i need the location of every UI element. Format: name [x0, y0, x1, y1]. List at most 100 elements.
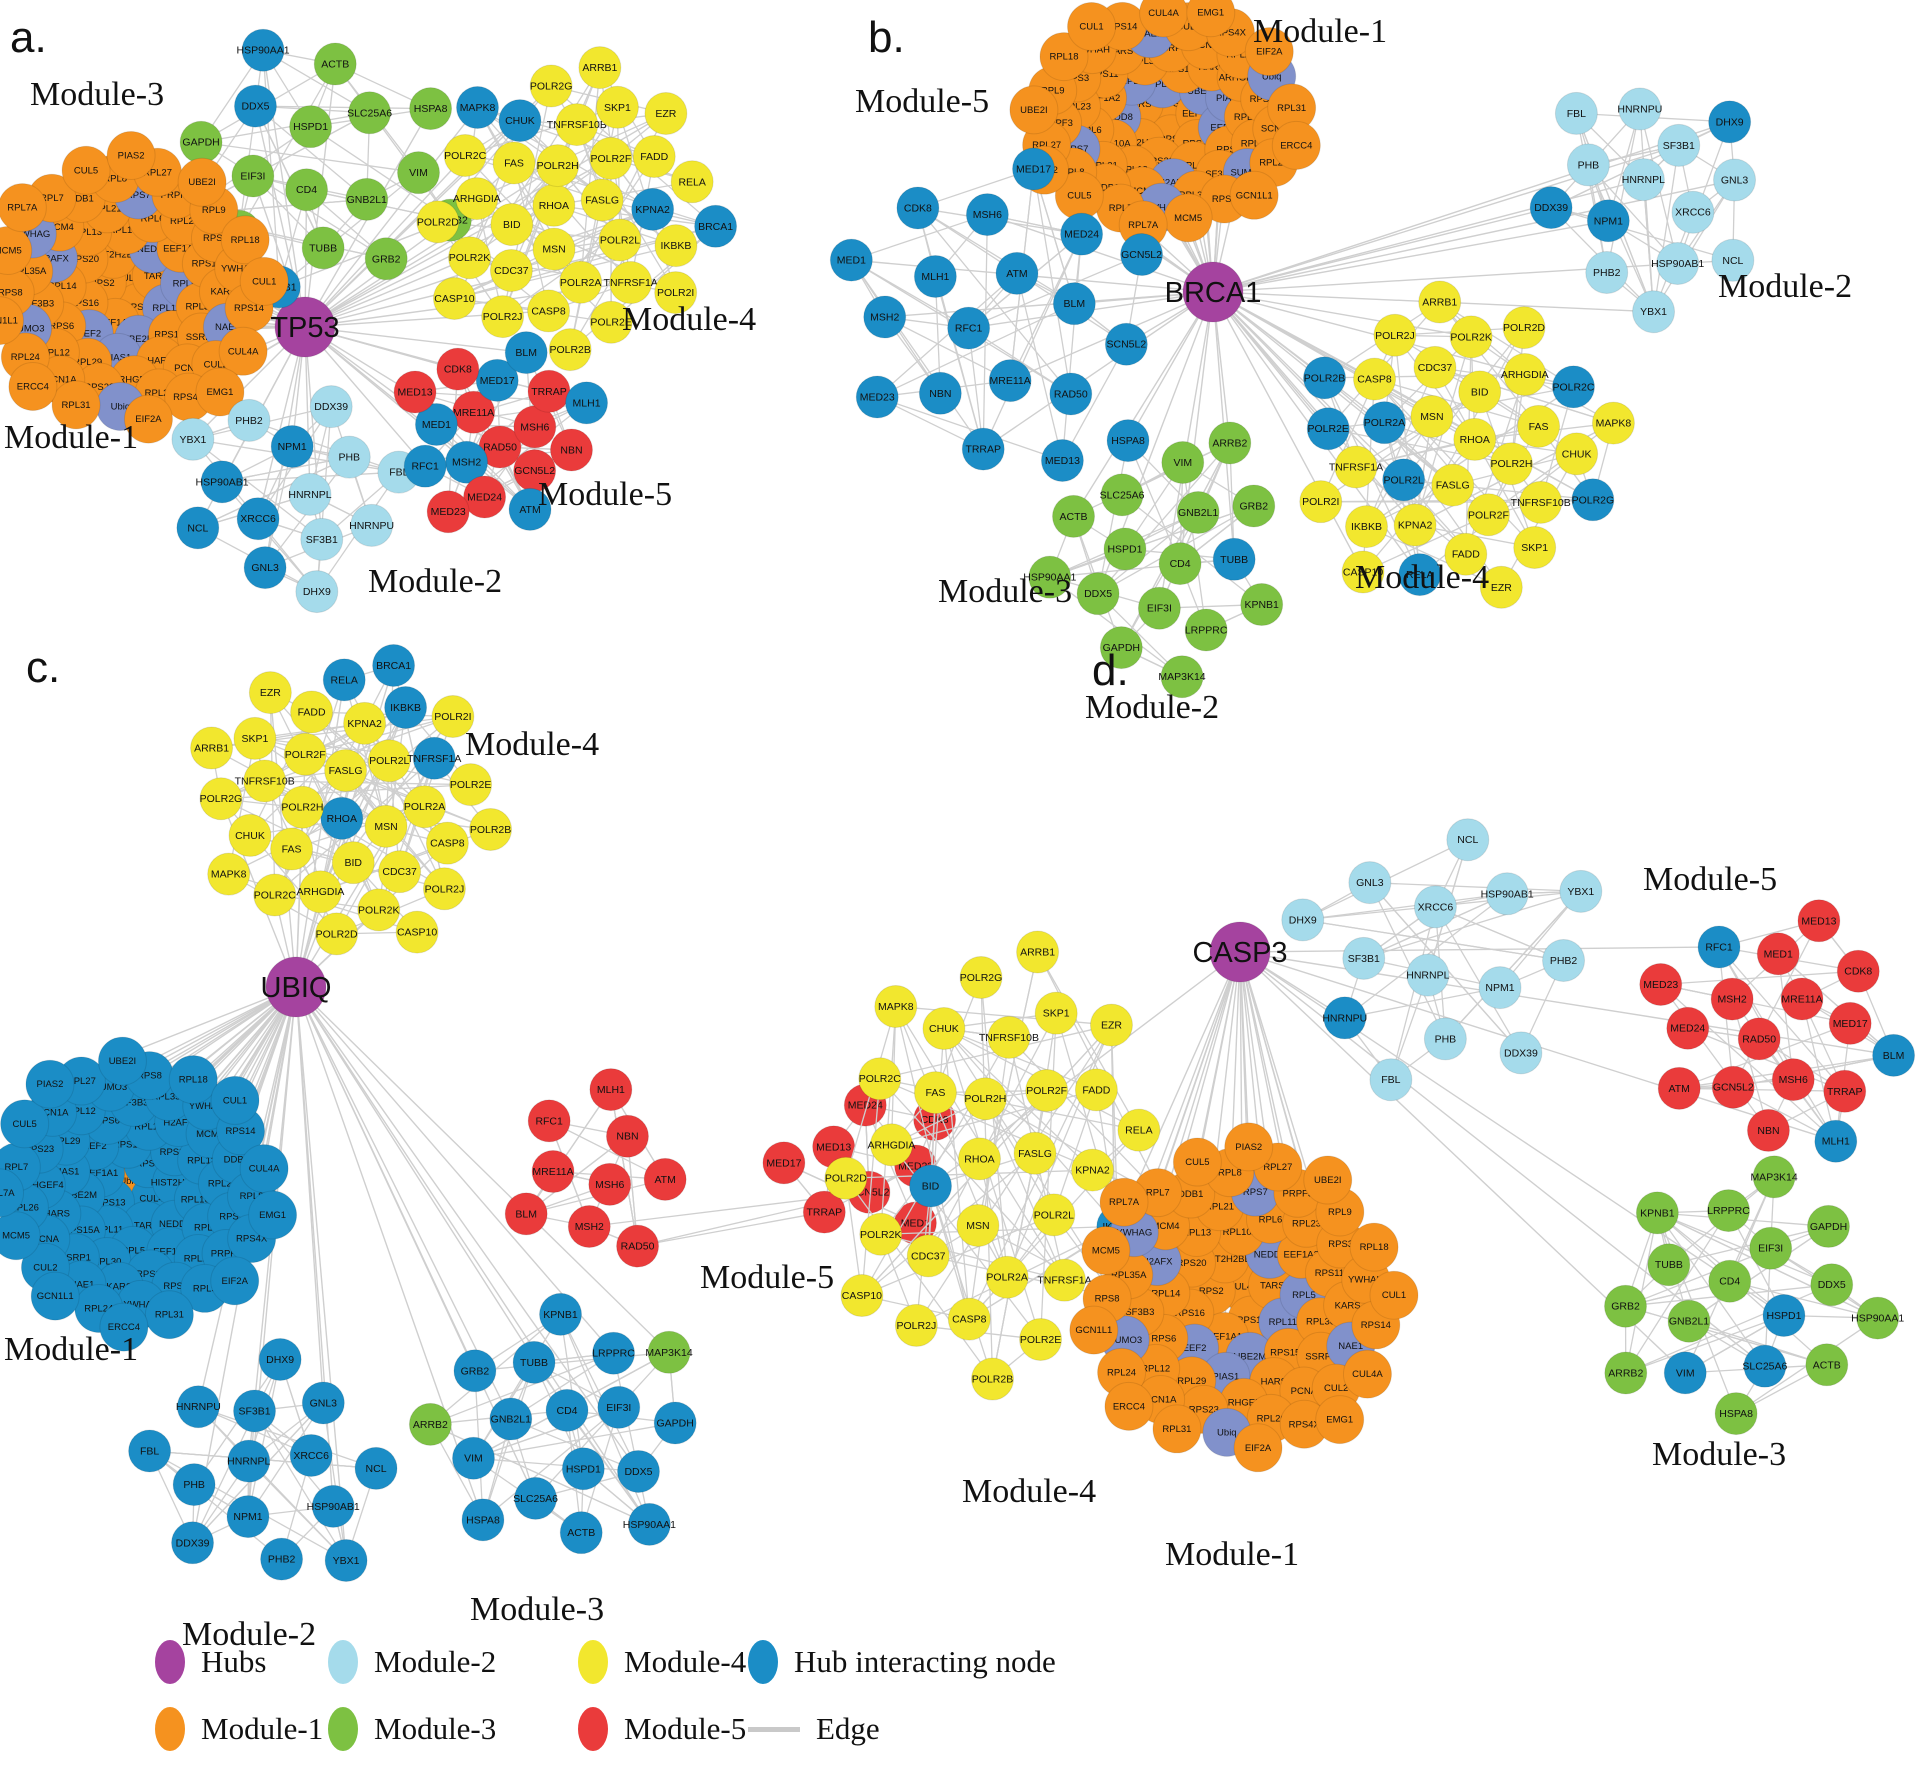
gene-label: RFC1	[955, 323, 983, 335]
edge	[1764, 1176, 1775, 1367]
gene-node	[1362, 401, 1406, 445]
gene-label: RPS2	[1159, 134, 1184, 145]
gene-node	[1100, 473, 1144, 517]
legend-label: Hub interacting node	[794, 1644, 1056, 1679]
gene-label: MAP3K14	[1750, 1171, 1797, 1183]
legend-label: Module-4	[624, 1644, 747, 1679]
gene-node	[1711, 1065, 1755, 1109]
gene-label: MRE11A	[453, 407, 494, 419]
gene-label: RPS3	[203, 233, 228, 244]
gene-label: HARS	[147, 355, 173, 366]
gene-label: RPL12	[67, 1106, 96, 1117]
gene-node	[514, 1476, 558, 1520]
gene-label: EIF3I	[1758, 1243, 1783, 1255]
gene-label: RPL13	[1182, 1227, 1211, 1238]
gene-label: EEF1A2	[1283, 1249, 1318, 1260]
gene-node	[1666, 1006, 1710, 1050]
gene-label: GNL3	[310, 1397, 338, 1409]
gene-node	[1067, 2, 1117, 52]
gene-node	[322, 658, 366, 702]
legend-item-module-2: Module-2	[328, 1639, 496, 1685]
edge	[929, 1185, 994, 1380]
gene-node	[243, 546, 287, 590]
gene-label: SF3B3	[119, 1097, 148, 1108]
gene-node	[859, 1212, 903, 1256]
gene-label: BRCA1	[376, 660, 411, 672]
gene-node	[918, 371, 962, 415]
gene-label: MSN	[1420, 411, 1443, 423]
gene-label: RPL24	[1259, 158, 1288, 169]
gene-label: GCN1L1	[1075, 1325, 1112, 1336]
gene-label: MCM4	[196, 1129, 224, 1140]
gene-label: HNRNPU	[1322, 1012, 1367, 1024]
gene-node	[1449, 315, 1493, 359]
gene-node	[1028, 555, 1072, 599]
gene-label: SSRP1	[1156, 43, 1187, 54]
gene-node	[449, 763, 493, 807]
gene-label: RPL31	[62, 400, 91, 411]
hub-edge	[1196, 951, 1241, 1163]
gene-label: EZR	[655, 108, 676, 120]
gene-node	[1479, 565, 1523, 609]
gene-node	[481, 295, 525, 339]
gene-label: RPL14	[48, 281, 77, 292]
gene-node	[1517, 404, 1561, 448]
gene-label: EIF2A	[135, 414, 162, 425]
edge	[1732, 920, 1820, 1088]
gene-node	[1071, 1148, 1115, 1192]
gene-node	[236, 497, 280, 541]
gene-label: TUBB	[1655, 1259, 1683, 1271]
gene-label: CHUK	[929, 1023, 959, 1035]
panel-c: RHOA FASLG MSN POLR2H POLR2L BID POLR2F POLR2A F…	[0, 643, 957, 1653]
edge	[548, 1120, 666, 1180]
gene-node	[416, 200, 460, 244]
gene-label: YBX1	[333, 1555, 360, 1567]
edge	[1652, 145, 1680, 312]
gene-node	[1591, 401, 1635, 445]
edge	[1344, 987, 1501, 1019]
gene-node	[248, 671, 292, 715]
gene-node	[1369, 1270, 1419, 1320]
gene-label: RPS20	[69, 254, 99, 265]
gene-node	[1042, 1258, 1086, 1302]
gene-node	[1271, 120, 1321, 170]
gene-label: POLR2K	[358, 904, 399, 916]
gene-label: RHOA	[327, 813, 357, 825]
gene-node	[947, 1297, 991, 1341]
gene-label: SCN1A	[45, 375, 77, 386]
gene-node	[567, 1204, 611, 1248]
gene-node	[357, 888, 401, 932]
panel-a: CD4HSPD1GNB2L1EIF3ISLC25A6TUBBDDX5VIMLRP…	[0, 13, 756, 614]
gene-label: NBN	[560, 444, 582, 456]
gene-node	[1342, 936, 1386, 980]
gene-label: MAPK8	[211, 869, 247, 881]
gene-node	[1348, 861, 1392, 905]
gene-node	[25, 1059, 75, 1109]
hub-edge	[1212, 291, 1416, 526]
edge	[1390, 906, 1437, 1080]
gene-label: DDX5	[1818, 1279, 1846, 1291]
gene-label: POLR2A	[1364, 417, 1405, 429]
gene-node	[436, 347, 480, 391]
gene-label: DDB1	[68, 193, 93, 204]
gene-node	[1418, 280, 1462, 324]
gene-node	[539, 1292, 583, 1336]
gene-label: FASLG	[585, 195, 619, 207]
gene-label: NEDD8	[1101, 112, 1133, 123]
gene-label: YWHAH	[123, 1299, 159, 1310]
module-5-color-swatch	[578, 1707, 608, 1751]
gene-label: HNRNPL	[227, 1456, 270, 1468]
gene-node	[218, 326, 268, 376]
gene-label: POLR2K	[1450, 331, 1491, 343]
gene-label: MLH1	[921, 271, 949, 283]
gene-node	[1016, 930, 1060, 974]
gene-node	[30, 1271, 80, 1321]
gene-node	[1323, 996, 1367, 1040]
edge	[1439, 301, 1574, 388]
gene-label: MAP3K14	[645, 1347, 692, 1359]
gene-label: SF3B1	[238, 1405, 270, 1417]
edge	[535, 1351, 670, 1499]
gene-node	[965, 193, 1009, 237]
gene-node	[1176, 491, 1220, 535]
gene-label: GNB2L1	[491, 1414, 531, 1426]
